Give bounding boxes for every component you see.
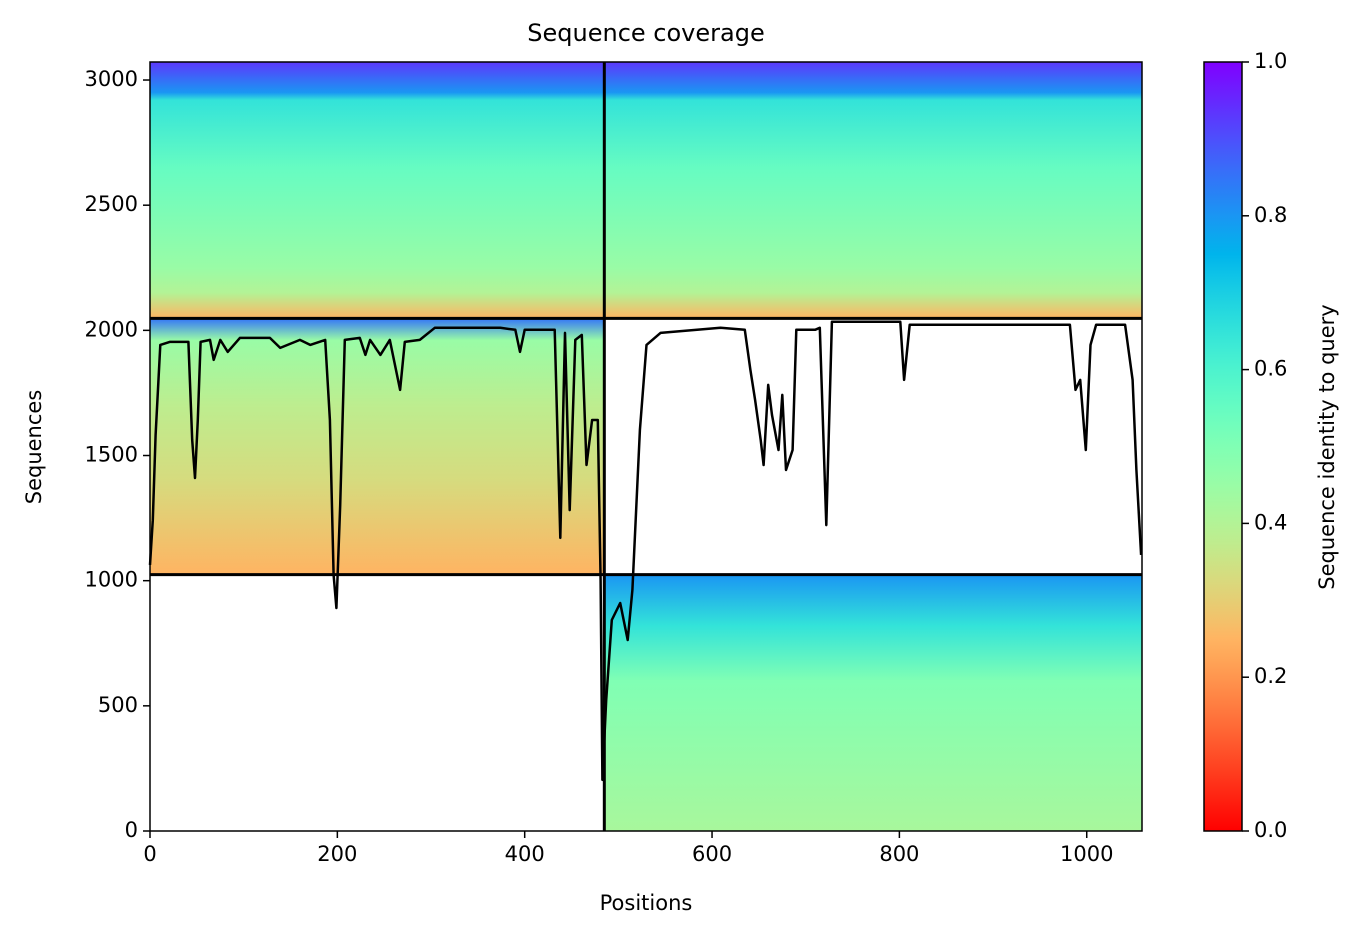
x-tick-label: 400 [505,842,545,866]
y-tick-label: 1500 [85,443,138,467]
y-tick-label: 0 [125,818,138,842]
x-tick-label: 1000 [1060,842,1113,866]
y-tick-label: 2000 [85,317,138,341]
coverage-block [150,318,605,575]
colorbar-tick-label: 0.0 [1254,818,1287,842]
x-tick-label: 600 [692,842,732,866]
x-axis-label: Positions [600,891,693,915]
plot-frame [149,61,1143,832]
coverage-block [150,62,1142,319]
chart-title: Sequence coverage [527,19,764,47]
y-tick-label: 1000 [85,568,138,592]
colorbar-tick-label: 1.0 [1254,49,1287,73]
y-tick-label: 2500 [85,192,138,216]
colorbar-label: Sequence identity to query [1315,304,1339,589]
y-tick-label: 3000 [85,67,138,91]
x-tick-label: 800 [879,842,919,866]
y-axis-label: Sequences [22,390,46,505]
coverage-line [148,320,1143,782]
y-tick-label: 500 [98,693,138,717]
colorbar-tick-label: 0.2 [1254,664,1287,688]
colorbar [1203,61,1243,832]
colorbar-tick-label: 0.8 [1254,203,1287,227]
colorbar-tick-label: 0.4 [1254,510,1287,534]
x-tick-label: 0 [143,842,156,866]
coverage-block [604,574,1142,831]
x-tick-label: 200 [317,842,357,866]
colorbar-tick-label: 0.6 [1254,357,1287,381]
